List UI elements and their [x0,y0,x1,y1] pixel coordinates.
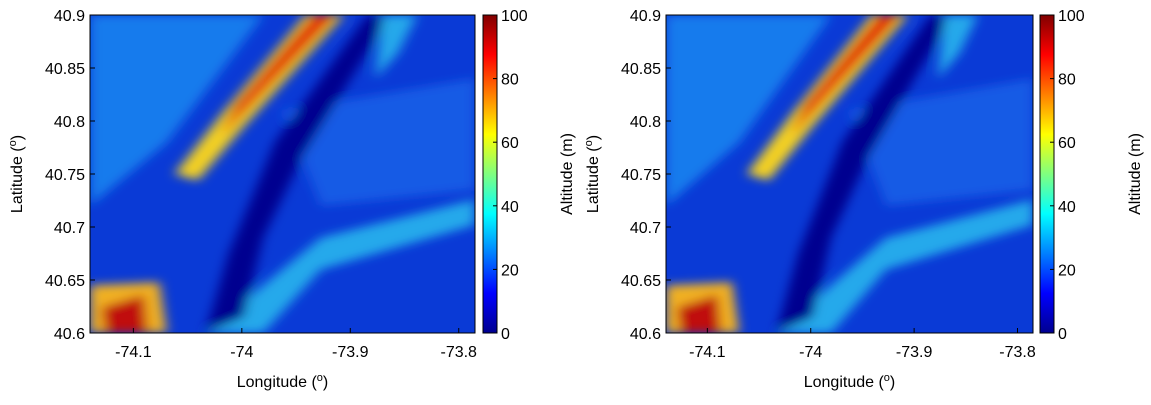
x-tick-label: -73.8 [440,344,477,361]
heatmap-image [666,15,1033,333]
colorbar-label: Altitude (m) [1127,133,1144,215]
y-axis-label-part: o [583,140,595,146]
x-axis-label: Longitude (o) [237,372,329,391]
colorbar-tick-label: 0 [1058,326,1067,343]
colorbar-tick-label: 60 [501,135,519,152]
y-tick-label: 40.9 [54,8,85,25]
y-tick-label: 40.8 [54,114,85,131]
colorbar-tick-label: 40 [1058,199,1076,216]
y-tick-label: 40.6 [630,326,661,343]
x-axis-label-part: Longitude ( [237,374,318,391]
x-tick-label: -74.1 [689,344,726,361]
y-tick-label: 40.8 [630,114,661,131]
colorbar-label: Altitude (m) [559,133,576,215]
y-axis-label: Latitude (o) [7,135,26,213]
x-axis-label-part: o [317,372,323,384]
colorbar-tick-label: 20 [1058,262,1076,279]
y-tick-label: 40.6 [54,326,85,343]
colorbar-tick-label: 20 [501,262,519,279]
x-tick-label: -74 [230,344,253,361]
colorbar-tick-label: 80 [501,72,519,89]
y-tick-label: 40.9 [630,8,661,25]
y-tick-label: 40.65 [621,273,661,290]
colorbar-tick-label: 80 [1058,72,1076,89]
y-tick-label: 40.75 [621,167,661,184]
y-tick-label: 40.85 [621,61,661,78]
y-tick-label: 40.7 [54,220,85,237]
colorbar [1039,14,1055,334]
y-axis-label-part: o [7,140,19,146]
y-axis-label-part: Latitude ( [585,146,602,213]
colorbar [482,14,498,334]
x-tick-label: -73.9 [896,344,933,361]
x-axis-label-part: ) [323,374,328,391]
panel: -74.1 -74 -73.9 -73.8 40.6 40.65 40.7 40.75 40.8… [583,8,1144,391]
x-tick-label: -73.8 [999,344,1036,361]
panel: -74.1 -74 -73.9 -73.8 40.6 40.65 40.7 40.75 40.8… [7,8,576,391]
x-tick-label: -73.9 [332,344,369,361]
colorbar-tick-label: 100 [1058,8,1085,25]
y-axis-label: Latitude (o) [583,135,602,213]
y-tick-label: 40.7 [630,220,661,237]
colorbar-tick-label: 0 [501,326,510,343]
colorbar-tick-label: 100 [501,8,528,25]
y-axis-label-part: ) [585,135,602,140]
heatmap-image [90,15,475,333]
y-tick-label: 40.75 [45,167,85,184]
x-axis-label-part: Longitude ( [804,374,885,391]
y-tick-label: 40.85 [45,61,85,78]
y-tick-label: 40.65 [45,273,85,290]
x-tick-label: -74.1 [115,344,152,361]
x-axis-label-part: ) [890,374,895,391]
y-axis-label-part: Latitude ( [9,146,26,213]
x-axis-label-part: o [884,372,890,384]
colorbar-tick-label: 60 [1058,135,1076,152]
x-axis-label: Longitude (o) [804,372,896,391]
x-tick-label: -74 [799,344,822,361]
colorbar-tick-label: 40 [501,199,519,216]
y-axis-label-part: ) [9,135,26,140]
